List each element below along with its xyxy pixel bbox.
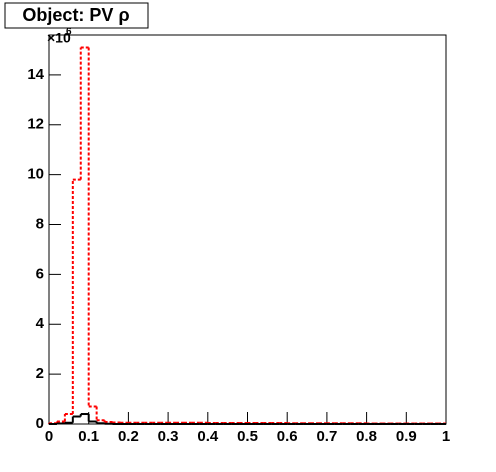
y-tick-label: 0 <box>36 415 44 432</box>
y-tick-label: 10 <box>27 166 44 183</box>
x-tick-label: 0.2 <box>118 428 139 445</box>
x-tick-label: 0.7 <box>316 428 337 445</box>
y-tick-label: 4 <box>36 315 45 332</box>
y-tick-label: 8 <box>36 215 44 232</box>
title-box <box>4 2 149 29</box>
x-tick-label: 0.5 <box>237 428 258 445</box>
x-tick-label: 0.1 <box>78 428 99 445</box>
y-multiplier-exponent: 6 <box>66 27 72 38</box>
y-tick-label: 14 <box>27 66 44 83</box>
x-tick-label: 0.4 <box>197 428 219 445</box>
x-tick-label: 0.3 <box>158 428 179 445</box>
x-tick-label: 0 <box>45 428 53 445</box>
x-tick-label: 0.6 <box>277 428 298 445</box>
y-multiplier-base: ×10 <box>47 30 71 46</box>
y-tick-label: 6 <box>36 265 44 282</box>
x-tick-label: 1 <box>442 428 450 445</box>
x-tick-label: 0.8 <box>356 428 377 445</box>
chart-title: Object: PV ρ <box>22 5 129 25</box>
y-tick-label: 2 <box>36 365 44 382</box>
x-tick-label: 0.9 <box>396 428 417 445</box>
y-tick-label: 12 <box>27 116 44 133</box>
